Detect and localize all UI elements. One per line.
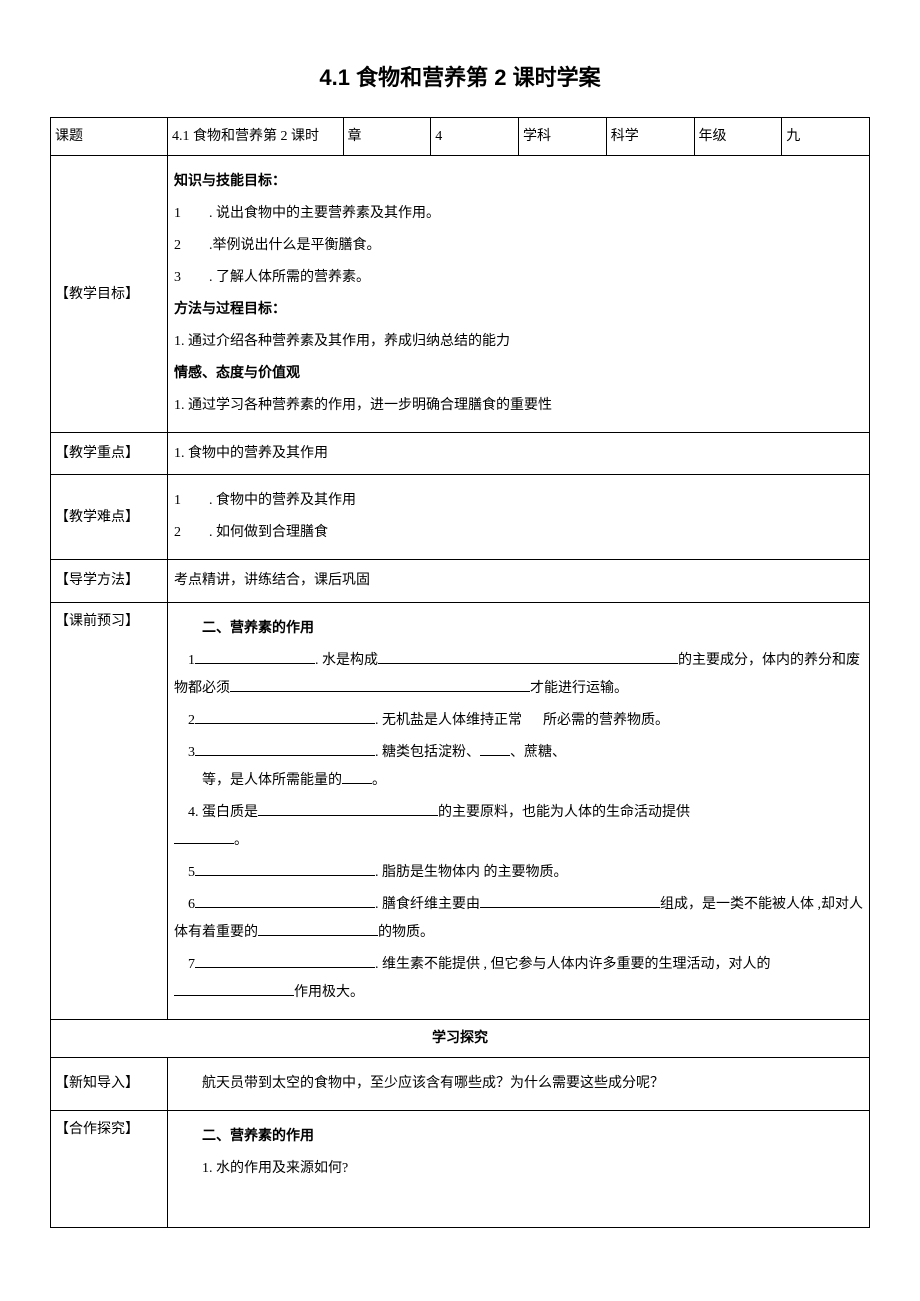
method-title: 方法与过程目标：: [174, 296, 863, 324]
goal-k1: 1 . 说出食物中的主要营养素及其作用。: [174, 200, 863, 228]
preview-section-title: 二、营养素的作用: [174, 615, 863, 643]
preview-row: 【课前预习】 二、营养素的作用 1. 水是构成的主要成分，体内的养分和废物都必须…: [51, 602, 870, 1019]
grade-value: 九: [782, 118, 870, 156]
preview-item-1: 1. 水是构成的主要成分，体内的养分和废物都必须才能进行运输。: [174, 647, 863, 703]
page-title: 4.1 食物和营养第 2 课时学案: [50, 60, 870, 92]
key-content: 1. 食物中的营养及其作用: [168, 433, 870, 475]
key-row: 【教学重点】 1. 食物中的营养及其作用: [51, 433, 870, 475]
topic-label: 课题: [51, 118, 168, 156]
header-row: 课题 4.1 食物和营养第 2 课时 章 4 学科 科学 年级 九: [51, 118, 870, 156]
chapter-value: 4: [431, 118, 519, 156]
coop-label: 【合作探究】: [51, 1110, 168, 1227]
coop-section-title: 二、营养素的作用: [174, 1123, 863, 1151]
subject-value: 科学: [606, 118, 694, 156]
newintro-content: 航天员带到太空的食物中，至少应该含有哪些成？为什么需要这些成分呢？: [168, 1057, 870, 1110]
newintro-label: 【新知导入】: [51, 1057, 168, 1110]
method-content: 考点精讲，讲练结合，课后巩固: [168, 560, 870, 602]
preview-item-7: 7. 维生素不能提供 , 但它参与人体内许多重要的生理活动，对人的 作用极大。: [174, 951, 863, 1007]
coop-q1: 1. 水的作用及来源如何?: [174, 1155, 863, 1183]
key-label: 【教学重点】: [51, 433, 168, 475]
subject-label: 学科: [519, 118, 607, 156]
method-row: 【导学方法】 考点精讲，讲练结合，课后巩固: [51, 560, 870, 602]
coop-content: 二、营养素的作用 1. 水的作用及来源如何?: [168, 1110, 870, 1227]
goals-content: 知识与技能目标： 1 . 说出食物中的主要营养素及其作用。 2 .举例说出什么是…: [168, 156, 870, 433]
difficult-content: 1 . 食物中的营养及其作用 2 . 如何做到合理膳食: [168, 475, 870, 560]
newintro-row: 【新知导入】 航天员带到太空的食物中，至少应该含有哪些成？为什么需要这些成分呢？: [51, 1057, 870, 1110]
explore-header: 学习探究: [51, 1019, 870, 1057]
method-label: 【导学方法】: [51, 560, 168, 602]
preview-content: 二、营养素的作用 1. 水是构成的主要成分，体内的养分和废物都必须才能进行运输。…: [168, 602, 870, 1019]
preview-item-6: 6. 膳食纤维主要由组成，是一类不能被人体 ,却对人体有着重要的的物质。: [174, 891, 863, 947]
chapter-label: 章: [343, 118, 431, 156]
preview-item-4: 4. 蛋白质是的主要原料，也能为人体的生命活动提供 。: [174, 799, 863, 855]
grade-label: 年级: [694, 118, 782, 156]
difficult-row: 【教学难点】 1 . 食物中的营养及其作用 2 . 如何做到合理膳食: [51, 475, 870, 560]
newintro-text: 航天员带到太空的食物中，至少应该含有哪些成？为什么需要这些成分呢？: [174, 1070, 863, 1098]
difficult-2: 2 . 如何做到合理膳食: [174, 519, 863, 547]
lesson-plan-table: 课题 4.1 食物和营养第 2 课时 章 4 学科 科学 年级 九 【教学目标】…: [50, 117, 870, 1228]
coop-row: 【合作探究】 二、营养素的作用 1. 水的作用及来源如何?: [51, 1110, 870, 1227]
goal-k3: 3 . 了解人体所需的营养素。: [174, 264, 863, 292]
topic-value: 4.1 食物和营养第 2 课时: [168, 118, 344, 156]
preview-label: 【课前预习】: [51, 602, 168, 1019]
knowledge-title: 知识与技能目标：: [174, 168, 863, 196]
explore-header-row: 学习探究: [51, 1019, 870, 1057]
difficult-label: 【教学难点】: [51, 475, 168, 560]
goals-row: 【教学目标】 知识与技能目标： 1 . 说出食物中的主要营养素及其作用。 2 .…: [51, 156, 870, 433]
preview-item-2: 2. 无机盐是人体维持正常 所必需的营养物质。: [174, 707, 863, 735]
preview-item-5: 5. 脂肪是生物体内 的主要物质。: [174, 859, 863, 887]
difficult-1: 1 . 食物中的营养及其作用: [174, 487, 863, 515]
goals-label: 【教学目标】: [51, 156, 168, 433]
emotion-title: 情感、态度与价值观: [174, 360, 863, 388]
goal-m1: 1. 通过介绍各种营养素及其作用，养成归纳总结的能力: [174, 328, 863, 356]
preview-item-3: 3. 糖类包括淀粉、、蔗糖、 等，是人体所需能量的。: [174, 739, 863, 795]
goal-e1: 1. 通过学习各种营养素的作用，进一步明确合理膳食的重要性: [174, 392, 863, 420]
goal-k2: 2 .举例说出什么是平衡膳食。: [174, 232, 863, 260]
